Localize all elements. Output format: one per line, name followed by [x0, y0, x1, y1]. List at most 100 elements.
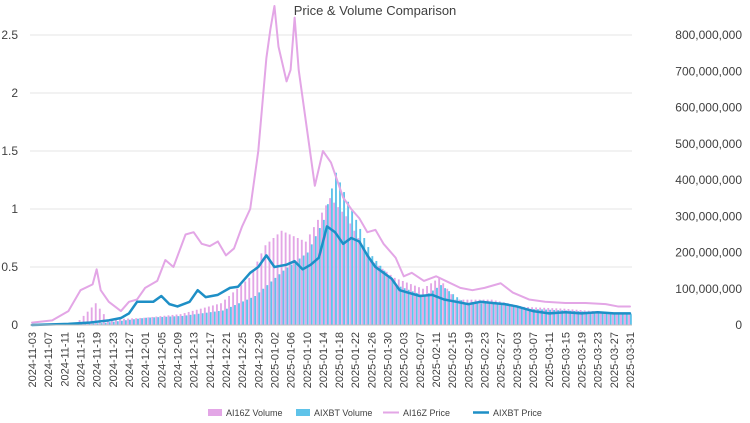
volume-bar — [543, 307, 546, 325]
volume-bar — [104, 322, 107, 325]
volume-bar — [565, 310, 568, 325]
volume-bar — [207, 306, 210, 325]
legend-label: AI16Z Volume — [226, 408, 283, 418]
left-tick-label: 2 — [11, 86, 18, 100]
volume-bar — [359, 228, 362, 325]
volume-bar — [419, 294, 422, 325]
x-tick-label: 2025-02-11 — [431, 332, 443, 387]
volume-bar — [256, 261, 259, 325]
volume-bar — [292, 236, 295, 325]
right-tick-label: 300,000,000 — [675, 209, 742, 223]
volume-bar — [175, 314, 178, 325]
aixbt-price-line — [30, 225, 632, 327]
x-tick-label: 2025-02-19 — [463, 332, 475, 388]
volume-bar — [211, 305, 214, 325]
volume-bar — [193, 314, 196, 325]
volume-bar — [377, 265, 380, 325]
volume-bar — [331, 188, 333, 325]
right-tick-label: 100,000,000 — [675, 282, 742, 296]
volume-bar — [613, 313, 616, 325]
price-lines — [30, 5, 632, 327]
volume-bar — [527, 307, 529, 325]
x-tick-label: 2024-12-13 — [189, 332, 201, 388]
legend-swatch — [208, 409, 222, 416]
volume-bar — [470, 299, 473, 326]
volume-bar — [579, 310, 582, 325]
x-tick-label: 2025-03-07 — [528, 332, 540, 388]
volume-bar — [407, 289, 410, 325]
volume-bar — [498, 301, 501, 325]
volume-bar — [363, 238, 366, 325]
volume-bar — [266, 285, 269, 326]
volume-bar — [337, 207, 340, 325]
volume-bar — [288, 234, 291, 326]
x-tick-label: 2024-12-09 — [172, 332, 184, 388]
volume-bar — [573, 310, 576, 325]
volume-bar — [94, 303, 97, 325]
legend-item: AIXBT Price — [473, 408, 542, 418]
volume-bar — [306, 252, 309, 325]
right-tick-label: 400,000,000 — [675, 173, 742, 187]
volume-bar — [173, 316, 176, 325]
chart-title: Price & Volume Comparison — [294, 3, 457, 18]
volume-bar — [438, 277, 441, 326]
volume-bar — [502, 302, 505, 325]
volume-bar — [405, 282, 408, 325]
volume-bar — [603, 312, 606, 325]
volume-bar — [458, 299, 461, 326]
volume-bar — [621, 313, 624, 325]
volume-bar — [133, 319, 135, 325]
volume-bar — [92, 323, 95, 325]
volume-bar — [496, 303, 499, 325]
volume-bar — [141, 318, 143, 325]
volume-bar — [151, 316, 154, 325]
volume-bar — [587, 310, 590, 325]
x-tick-label: 2025-01-06 — [286, 332, 298, 388]
volume-bar — [195, 309, 198, 325]
legend-label: AIXBT Volume — [314, 408, 372, 418]
volume-bar — [80, 323, 83, 325]
volume-bar — [617, 313, 620, 325]
volume-bar — [139, 317, 142, 325]
volume-bar — [284, 232, 287, 325]
volume-bar — [609, 312, 612, 325]
volume-bar — [116, 321, 119, 325]
volume-bar — [508, 305, 511, 325]
x-tick-label: 2025-01-18 — [334, 332, 346, 388]
volume-bar — [229, 306, 232, 326]
volume-bar — [272, 238, 275, 325]
volume-bar — [236, 288, 239, 325]
volume-bar — [343, 192, 345, 325]
volume-bar — [409, 284, 412, 325]
volume-bar — [367, 247, 370, 325]
x-tick-label: 2025-03-15 — [560, 332, 572, 388]
volume-bar — [403, 288, 406, 325]
volume-bar — [418, 287, 420, 325]
volume-bar — [595, 311, 598, 325]
volume-bar — [520, 308, 523, 325]
volume-bar — [278, 274, 281, 325]
volume-bar — [96, 323, 99, 325]
volume-bar — [569, 310, 572, 325]
right-tick-label: 500,000,000 — [675, 137, 742, 151]
volume-bar — [490, 299, 493, 326]
volume-bar — [216, 304, 218, 325]
volume-bar — [559, 308, 562, 325]
x-tick-label: 2025-03-03 — [512, 332, 524, 388]
volume-bar — [290, 264, 293, 325]
legend-label: AIXBT Price — [493, 408, 542, 418]
volume-bar — [628, 314, 630, 326]
volume-bar — [127, 318, 129, 325]
volume-bar — [597, 312, 600, 325]
volume-bar — [426, 286, 428, 325]
volume-bar — [177, 316, 180, 325]
volume-bar — [167, 315, 170, 325]
volume-bar — [454, 299, 457, 326]
legend: AI16Z Volume AIXBT Volume AI16Z Price AIXBT… — [208, 408, 542, 418]
volume-bar — [575, 309, 578, 325]
volume-bar — [165, 316, 168, 325]
volume-bar — [472, 303, 475, 325]
volume-bar — [248, 277, 251, 326]
volume-bar — [250, 297, 253, 325]
volume-bar — [545, 309, 547, 325]
